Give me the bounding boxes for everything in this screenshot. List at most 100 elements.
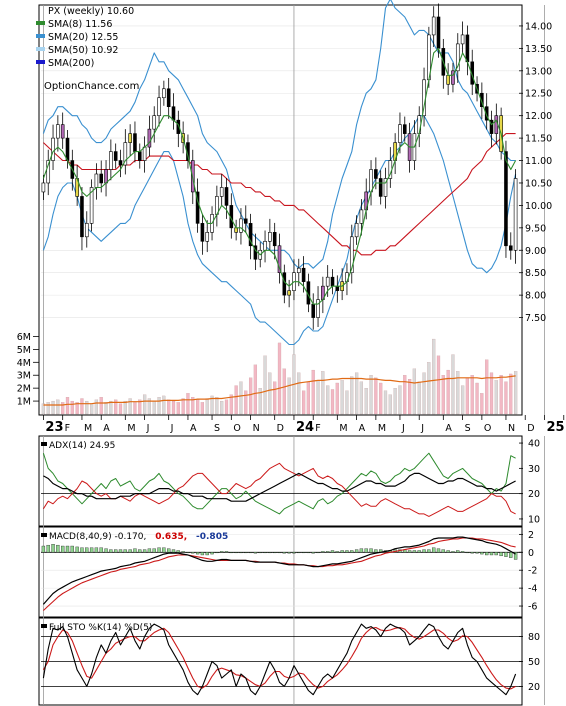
volume-bar <box>277 342 282 415</box>
price-tick-label: 12.50 <box>525 89 552 100</box>
month-label: A <box>103 423 110 434</box>
macd-histogram-bar <box>277 552 282 554</box>
plus-di-line <box>42 452 516 515</box>
macd-histogram-bar <box>301 552 306 554</box>
month-label: M <box>84 423 92 434</box>
candle-body <box>296 267 301 274</box>
volume-bar <box>441 375 445 415</box>
price-tick-label: 10.00 <box>525 201 552 212</box>
macd-histogram-bar <box>504 552 508 557</box>
candle-body <box>484 106 489 121</box>
adx-tick-label: 10 <box>528 514 540 525</box>
price-tick-label: 11.00 <box>525 156 552 167</box>
candle-body <box>152 115 157 130</box>
candle-body <box>455 43 460 72</box>
volume-bar <box>451 354 455 415</box>
macd-histogram-bar <box>509 552 513 558</box>
volume-bar <box>220 400 224 415</box>
volume-bar <box>480 393 484 415</box>
volume-bar <box>128 398 132 415</box>
macd-histogram-bar <box>133 548 137 553</box>
macd-histogram-bar <box>147 548 152 553</box>
candle-body <box>171 106 176 121</box>
candle-body <box>234 227 238 233</box>
candle-body <box>436 16 441 49</box>
candle-body <box>378 178 383 197</box>
adx-label-group: ADX(14) 24.95 <box>41 441 115 451</box>
volume-bar <box>499 375 503 415</box>
volume-bar <box>311 369 315 415</box>
month-label: S <box>214 423 220 434</box>
volume-bar <box>94 399 99 415</box>
volume-bar <box>114 399 118 415</box>
macd-histogram-bar <box>157 547 161 553</box>
legend-sma8: SMA(8) 11.56 <box>48 19 112 30</box>
volume-bar <box>171 400 176 415</box>
candle-body <box>46 160 51 184</box>
volume-bar <box>350 376 354 415</box>
candle-body <box>248 223 253 247</box>
macd-histogram-bar <box>340 550 344 553</box>
macd-histogram-bar <box>316 552 320 554</box>
volume-bar <box>80 398 84 415</box>
volume-bar <box>263 355 267 415</box>
macd-label-swatch <box>41 533 47 537</box>
sto-d-line <box>42 626 516 690</box>
month-label: D <box>277 423 284 434</box>
macd-histogram-bar <box>465 552 470 554</box>
month-label: A <box>445 423 452 434</box>
volume-bar <box>297 372 301 415</box>
macd-histogram-bar <box>85 547 89 553</box>
adx-tick-label: 20 <box>528 489 540 500</box>
watermark: OptionChance.com <box>44 81 139 92</box>
volume-bar <box>456 371 460 415</box>
macd-histogram-bar <box>70 545 74 553</box>
macd-label-val2: -0.805 <box>196 532 228 542</box>
sto-label: Full STO %K(14) %D(5) <box>49 623 152 633</box>
volume-bar <box>383 390 388 415</box>
macd-histogram-bar <box>513 552 518 560</box>
volume-bar <box>215 397 219 415</box>
candle-body <box>137 151 142 161</box>
adx-line <box>43 472 516 502</box>
minus-di-line <box>42 462 516 517</box>
candle-body <box>446 74 450 85</box>
macd-histogram-bar <box>374 549 378 553</box>
volume-bar <box>70 400 74 415</box>
macd-histogram-bar <box>427 549 431 553</box>
volume-bar <box>248 377 253 415</box>
legend-sma8-swatch <box>36 21 45 25</box>
macd-histogram-bar <box>123 549 127 553</box>
volume-bar <box>147 398 152 415</box>
volume-bar <box>446 369 450 415</box>
volume-bar <box>345 390 349 415</box>
month-label: O <box>233 423 240 434</box>
volume-tick-label: 5M <box>17 345 31 356</box>
candle-body <box>287 290 291 296</box>
price-tick-label: 13.50 <box>525 44 552 55</box>
adx-tick-label: 30 <box>528 464 540 475</box>
candle-body <box>205 232 210 242</box>
month-label: 24 <box>296 420 314 435</box>
candle-body <box>239 218 243 233</box>
candle-body <box>51 137 55 161</box>
macd-line <box>42 536 516 605</box>
macd-histogram-bar <box>89 547 94 553</box>
price-tick-label: 9.50 <box>525 223 546 234</box>
volume-bar <box>335 382 339 415</box>
month-label: N <box>253 423 260 434</box>
macd-histogram-bar <box>239 552 243 554</box>
candle-body <box>335 285 340 291</box>
macd-histogram-bar <box>364 548 368 553</box>
macd-histogram-bar <box>451 551 455 553</box>
macd-histogram-bar <box>142 549 147 553</box>
volume-bar <box>200 402 205 415</box>
macd-histogram-bar <box>311 552 315 554</box>
volume-bar <box>369 375 373 415</box>
volume-bar <box>465 377 470 415</box>
macd-histogram-bar <box>345 550 349 553</box>
macd-histogram-bar <box>46 544 50 553</box>
volume-bar <box>330 389 335 415</box>
candle-body <box>84 223 89 238</box>
volume-bar <box>398 385 402 415</box>
